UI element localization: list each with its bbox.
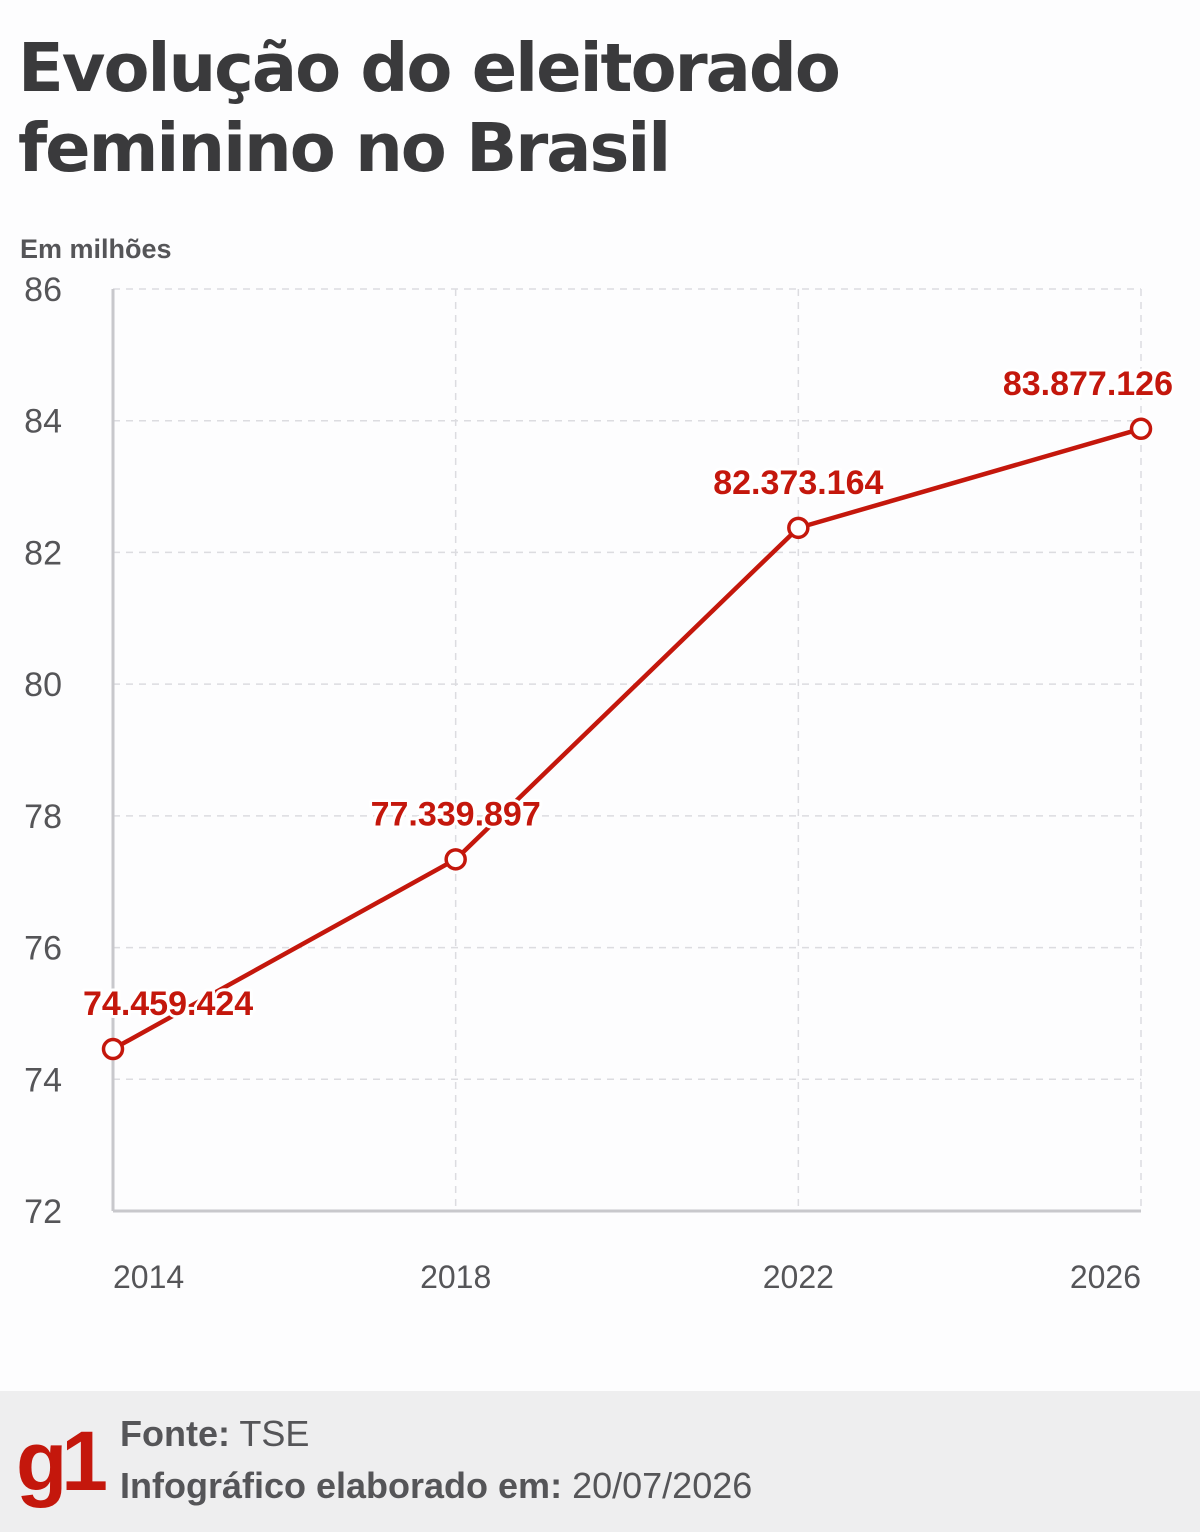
- axes: [111, 289, 1141, 1213]
- y-tick-label: 76: [24, 930, 62, 968]
- y-tick-label: 84: [24, 403, 62, 441]
- source-label: Fonte:: [120, 1413, 230, 1454]
- date-credit: Infográfico elaborado em: 20/07/2026: [120, 1465, 752, 1507]
- tick-labels: 72 74 76 78 80 82 84 86 2014 2018 2022 2026: [24, 271, 1141, 1295]
- data-label: 74.459.424: [83, 985, 253, 1023]
- x-tick-label: 2026: [1070, 1259, 1141, 1295]
- chart-title: Evolução do eleitorado feminino no Brasi…: [18, 29, 841, 187]
- line-chart: 72 74 76 78 80 82 84 86 2014 2018 2022 2026 74.459.…: [24, 271, 1176, 1295]
- data-point: [444, 848, 467, 871]
- data-point: [787, 516, 810, 540]
- x-tick-label: 2018: [420, 1259, 491, 1295]
- series-line: [111, 426, 1142, 1051]
- y-tick-label: 72: [24, 1193, 62, 1231]
- y-axis-unit-label: Em milhões: [20, 234, 172, 264]
- grid-lines: [113, 288, 1142, 1211]
- g1-logo: g1: [16, 1414, 108, 1508]
- y-tick-label: 80: [24, 666, 62, 704]
- source-credit: Fonte: TSE: [120, 1413, 309, 1455]
- y-tick-label: 74: [24, 1061, 62, 1099]
- x-tick-label: 2014: [113, 1259, 184, 1295]
- data-label: 82.373.164: [713, 464, 883, 502]
- date-label: Infográfico elaborado em:: [120, 1465, 563, 1506]
- footer: g1 Fonte: TSE Infográfico elaborado em: …: [0, 1391, 1200, 1532]
- data-point: [1129, 417, 1153, 441]
- data-label: 83.877.126: [1003, 365, 1173, 403]
- y-tick-label: 86: [24, 271, 62, 309]
- x-tick-label: 2022: [763, 1259, 834, 1295]
- data-labels: 74.459.424 77.339.897 82.373.164 83.877.126: [80, 362, 1176, 1026]
- y-tick-label: 78: [24, 798, 62, 836]
- data-label: 77.339.897: [371, 795, 541, 833]
- y-tick-label: 82: [24, 534, 62, 572]
- source-value: TSE: [239, 1413, 310, 1454]
- data-point: [101, 1037, 125, 1061]
- date-value: 20/07/2026: [572, 1465, 753, 1506]
- data-series: [101, 417, 1153, 1061]
